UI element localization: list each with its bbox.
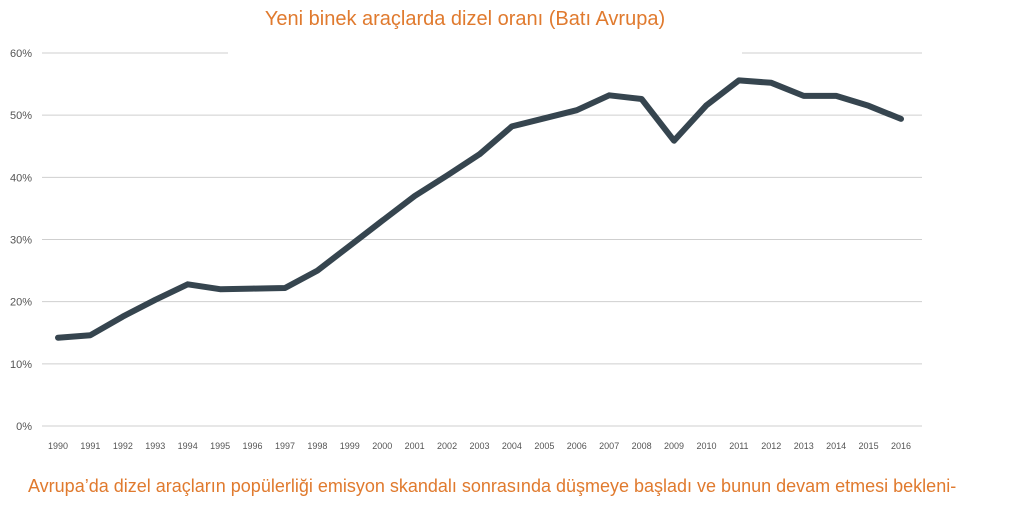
data-point <box>122 316 124 318</box>
data-point <box>57 337 59 339</box>
x-tick-label: 2016 <box>891 441 911 451</box>
x-tick-label: 2006 <box>567 441 587 451</box>
x-tick-label: 2012 <box>761 441 781 451</box>
x-tick-label: 2005 <box>534 441 554 451</box>
x-tick-label: 1997 <box>275 441 295 451</box>
x-tick-label: 1992 <box>113 441 133 451</box>
x-tick-label: 1994 <box>178 441 198 451</box>
y-tick-label: 60% <box>10 48 32 60</box>
x-tick-label: 1998 <box>307 441 327 451</box>
data-point <box>835 95 837 97</box>
data-point <box>89 334 91 336</box>
x-tick-label: 2014 <box>826 441 846 451</box>
data-point <box>543 117 545 119</box>
x-tick-label: 2004 <box>502 441 522 451</box>
data-point <box>641 98 643 100</box>
data-point <box>706 104 707 106</box>
y-tick-label: 20% <box>10 297 32 309</box>
data-point <box>219 288 221 290</box>
x-tick-label: 2002 <box>437 441 457 451</box>
data-point <box>738 79 740 81</box>
x-tick-label: 2000 <box>372 441 392 451</box>
series-line <box>55 77 904 341</box>
data-point <box>803 95 805 97</box>
data-point <box>511 125 513 127</box>
data-point <box>154 299 156 301</box>
data-point <box>868 105 870 107</box>
x-tick-label: 2010 <box>696 441 716 451</box>
data-point <box>284 287 286 289</box>
data-point <box>381 220 383 222</box>
x-tick-label: 2015 <box>859 441 879 451</box>
data-point <box>349 245 351 247</box>
x-tick-label: 1996 <box>243 441 263 451</box>
x-tick-label: 2011 <box>729 441 748 451</box>
x-tick-label: 1995 <box>210 441 230 451</box>
data-point <box>316 270 318 272</box>
x-tick-label: 2008 <box>632 441 652 451</box>
y-tick-label: 0% <box>16 421 32 433</box>
x-tick-label: 2013 <box>794 441 814 451</box>
caption-text: Avrupa’da dizel araçların popülerliği em… <box>28 476 957 496</box>
y-tick-label: 40% <box>10 172 32 184</box>
data-point <box>770 82 772 84</box>
series-group <box>55 77 904 341</box>
x-tick-label: 1990 <box>48 441 68 451</box>
data-point <box>187 283 189 285</box>
y-axis-ticks: 0% 10% 20% 30% 40% 50% 60% <box>10 48 32 433</box>
x-axis-ticks: 1990 1991 1992 1993 1994 1995 1996 1997 1998 1999… <box>48 441 911 451</box>
x-tick-label: 1991 <box>80 441 100 451</box>
y-tick-label: 50% <box>10 110 32 122</box>
x-tick-label: 1999 <box>340 441 360 451</box>
x-tick-label: 2007 <box>599 441 619 451</box>
x-tick-label: 2003 <box>469 441 489 451</box>
data-point <box>252 288 253 290</box>
data-point <box>479 153 480 155</box>
data-point <box>576 109 578 111</box>
chart-title: Yeni binek araçlarda dizel oranı (Batı A… <box>264 8 666 30</box>
y-tick-label: 30% <box>10 235 32 247</box>
data-point <box>608 94 610 96</box>
x-tick-label: 2009 <box>664 441 684 451</box>
grid-lines <box>42 52 922 427</box>
x-tick-label: 1993 <box>145 441 165 451</box>
data-point <box>446 175 448 176</box>
data-point <box>673 140 675 142</box>
data-point <box>900 118 902 120</box>
y-tick-label: 10% <box>10 359 32 371</box>
data-point <box>414 195 416 197</box>
x-tick-label: 2001 <box>405 441 425 451</box>
